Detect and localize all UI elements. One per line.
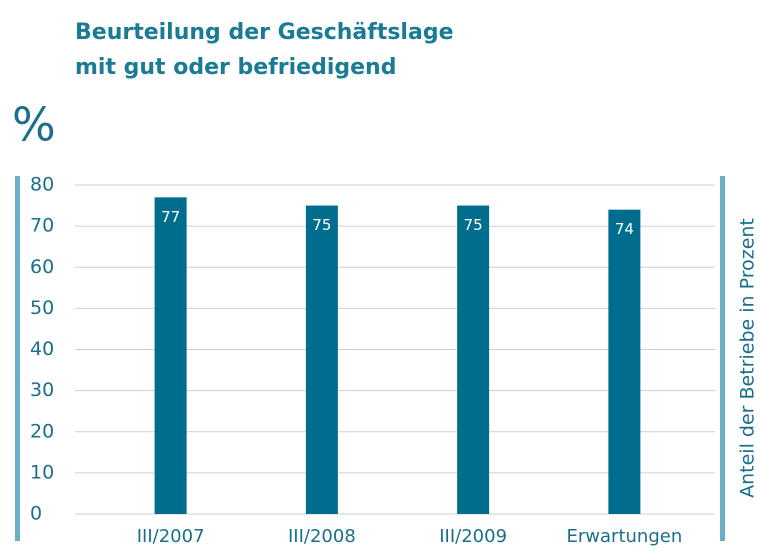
y-tick-label: 60 — [30, 256, 54, 278]
chart-title: mit gut oder befriedigend — [75, 55, 396, 80]
y-tick-label: 70 — [30, 215, 54, 237]
data-label: 77 — [161, 208, 180, 226]
data-label: 75 — [312, 216, 331, 234]
x-tick-label: III/2008 — [288, 526, 356, 547]
data-label: 74 — [615, 220, 634, 238]
y-axis-label: % — [12, 98, 56, 152]
y2-axis-label: Anteil der Betriebe in Prozent — [737, 218, 759, 498]
x-tick-label: Erwartungen — [567, 526, 683, 547]
data-label: 75 — [464, 216, 483, 234]
y-tick-label: 80 — [30, 174, 54, 196]
y-tick-label: 20 — [30, 420, 54, 442]
y-tick-label: 30 — [30, 379, 54, 401]
y-tick-label: 10 — [30, 461, 54, 483]
left-accent — [15, 176, 20, 541]
bar — [608, 209, 641, 515]
chart-title: Beurteilung der Geschäftslage — [75, 20, 454, 45]
right-accent — [720, 176, 725, 541]
y-tick-label: 50 — [30, 297, 54, 319]
x-tick-label: III/2009 — [439, 526, 507, 547]
bar — [154, 197, 187, 514]
x-tick-label: III/2007 — [137, 526, 205, 547]
y-tick-label: 0 — [30, 503, 42, 525]
bar — [305, 205, 338, 514]
y-tick-label: 40 — [30, 338, 54, 360]
bar — [457, 205, 490, 514]
